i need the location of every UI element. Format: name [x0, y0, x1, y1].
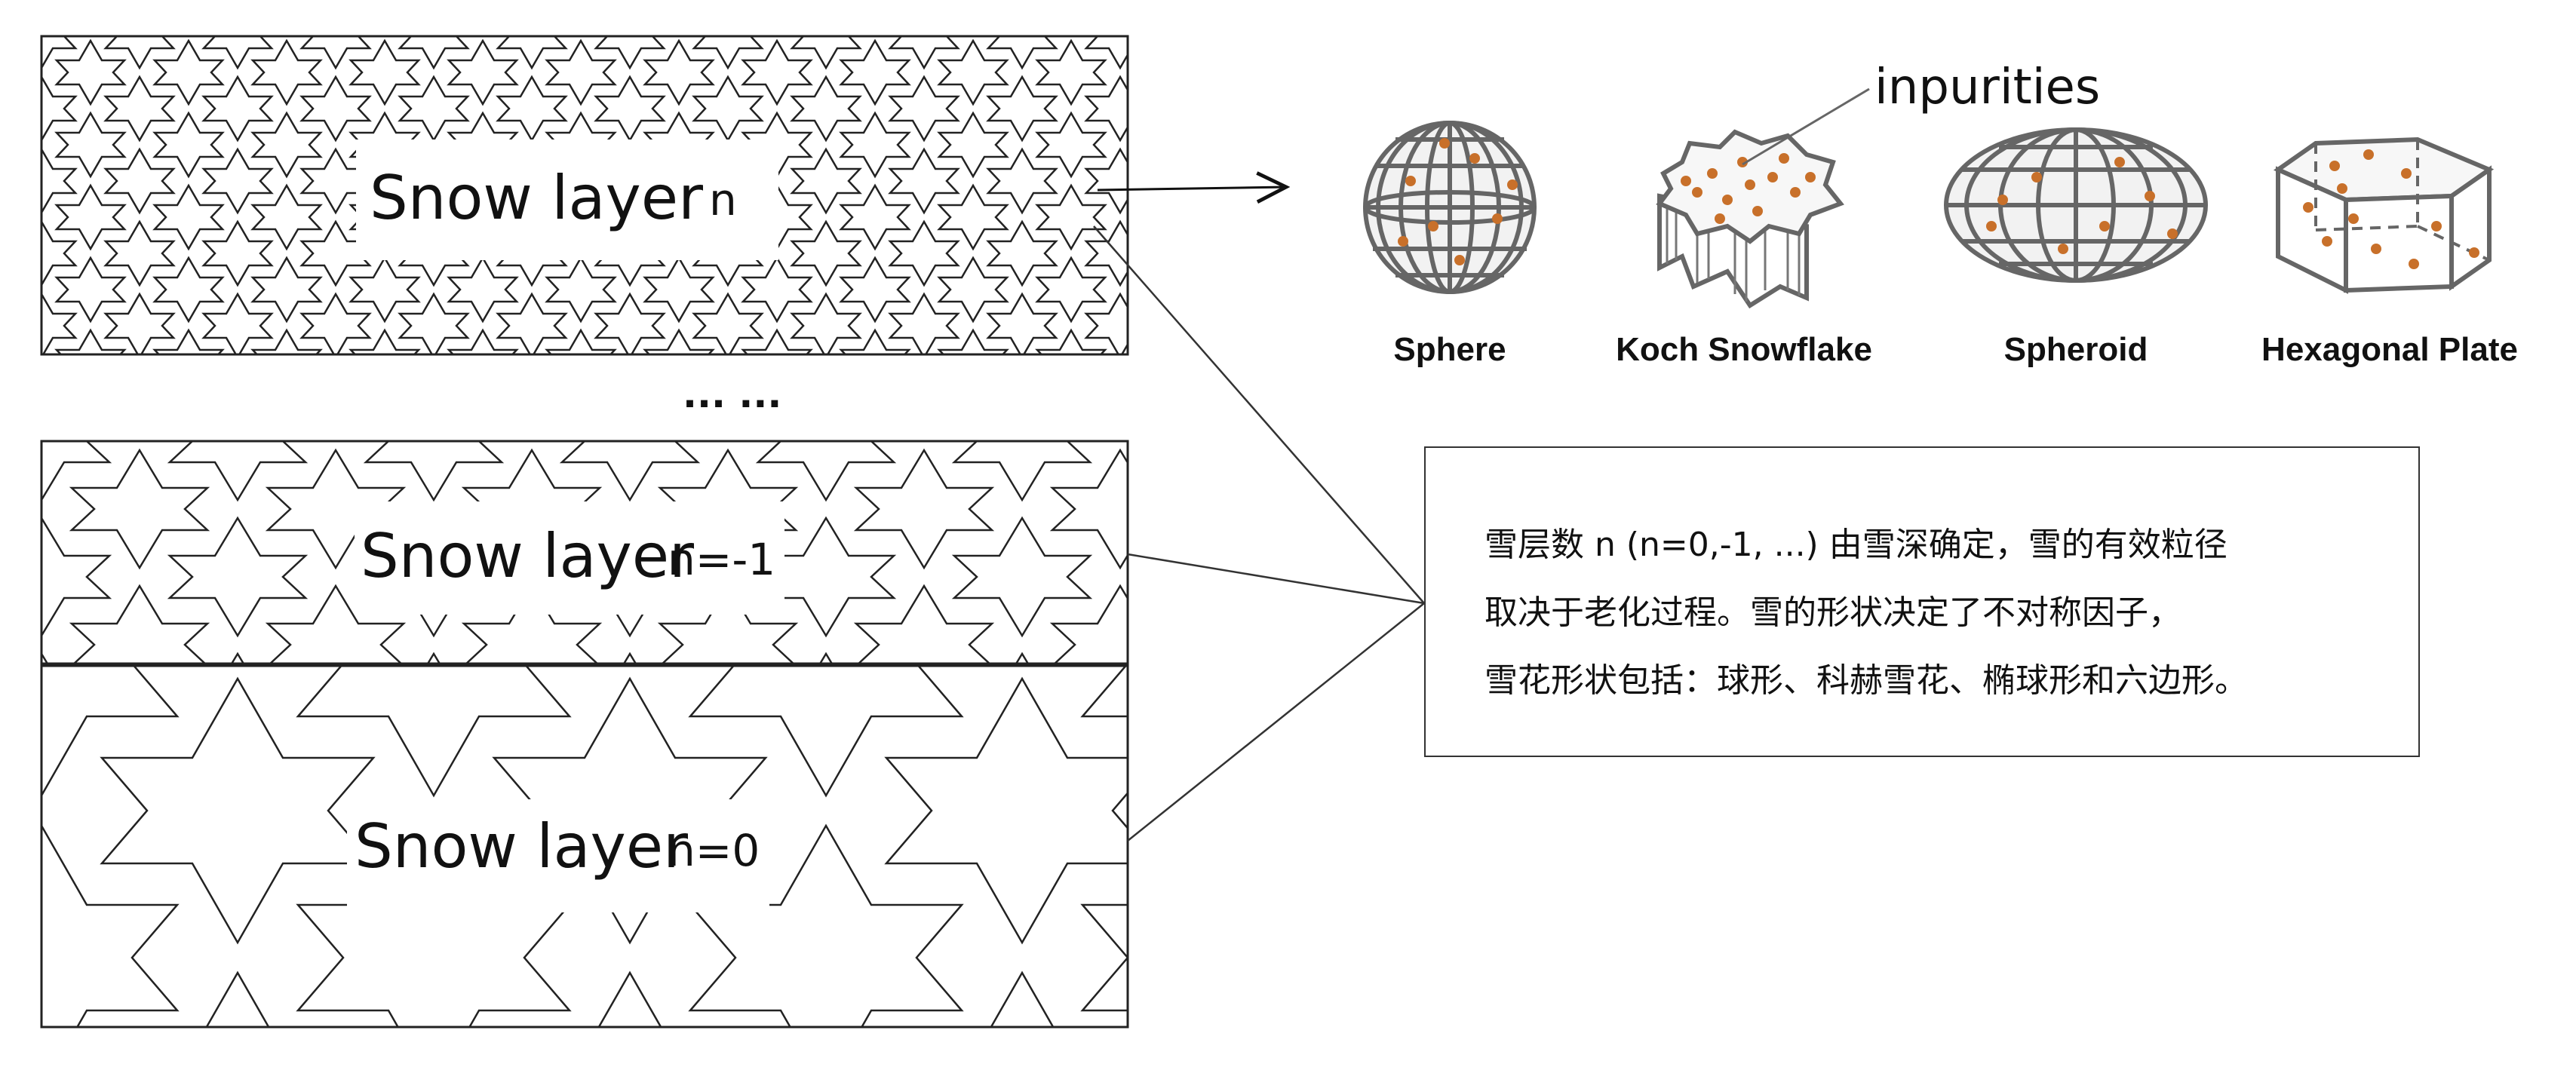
description-line-2: 取决于老化过程。雪的形状决定了不对称因子，	[1485, 593, 2181, 632]
connector-lines	[1093, 225, 1425, 842]
shape-label-hexagonal-plate: Hexagonal Plate	[2261, 331, 2518, 368]
snow-layer-n-0: Snow layer n=0	[40, 662, 1129, 1029]
snow-layer-n-index: n	[709, 174, 737, 225]
snow-layer-n-minus-1: Snow layer n=-1	[40, 440, 1129, 667]
connector-top	[1093, 225, 1425, 604]
sphere-impurities	[1398, 138, 1518, 265]
arrow-to-shapes	[1097, 187, 1286, 190]
snow-layer-n-title: Snow layer	[370, 163, 703, 233]
snow-layer-n-minus-1-title: Snow layer	[361, 521, 694, 591]
layers-ellipsis: ... ...	[683, 373, 781, 416]
connector-middle	[1127, 553, 1425, 605]
snow-layer-n-0-label-bg	[347, 799, 769, 912]
impurities-label: inpurities	[1874, 60, 2100, 115]
snow-layer-n-label-bg	[356, 140, 778, 260]
spheroid-impurities	[1986, 157, 2178, 254]
shape-label-sphere: Sphere	[1393, 331, 1506, 368]
shape-label-koch-snowflake: Koch Snowflake	[1616, 331, 1872, 368]
description-box: 雪层数 n (n=0,-1, ...) 由雪深确定，雪的有效粒径 取决于老化过程…	[1424, 446, 2420, 757]
koch-snowflake-impurities	[1681, 153, 1816, 224]
snow-layer-n-0-title: Snow layer	[355, 811, 688, 882]
description-line-3: 雪花形状包括：球形、科赫雪花、椭球形和六边形。	[1485, 661, 2248, 700]
snow-layer-n-minus-1-index: n=-1	[668, 534, 775, 585]
hexagonal-plate-illustration	[2273, 136, 2495, 294]
connector-bottom	[1127, 602, 1425, 842]
spheroid-illustration	[1944, 127, 2208, 283]
shape-label-spheroid: Spheroid	[2004, 331, 2148, 368]
description-line-1: 雪层数 n (n=0,-1, ...) 由雪深确定，雪的有效粒径	[1485, 526, 2228, 564]
impurities-leader-line	[1742, 87, 1870, 166]
snow-layer-n-minus-1-label-bg	[355, 501, 784, 615]
koch-snowflake-illustration	[1656, 129, 1844, 309]
snow-layer-n: Snow layer n	[40, 35, 1129, 356]
snow-layer-n-0-index: n=0	[668, 825, 760, 876]
hexagonal-plate-impurities	[2303, 149, 2479, 269]
sphere-illustration	[1363, 121, 1537, 294]
